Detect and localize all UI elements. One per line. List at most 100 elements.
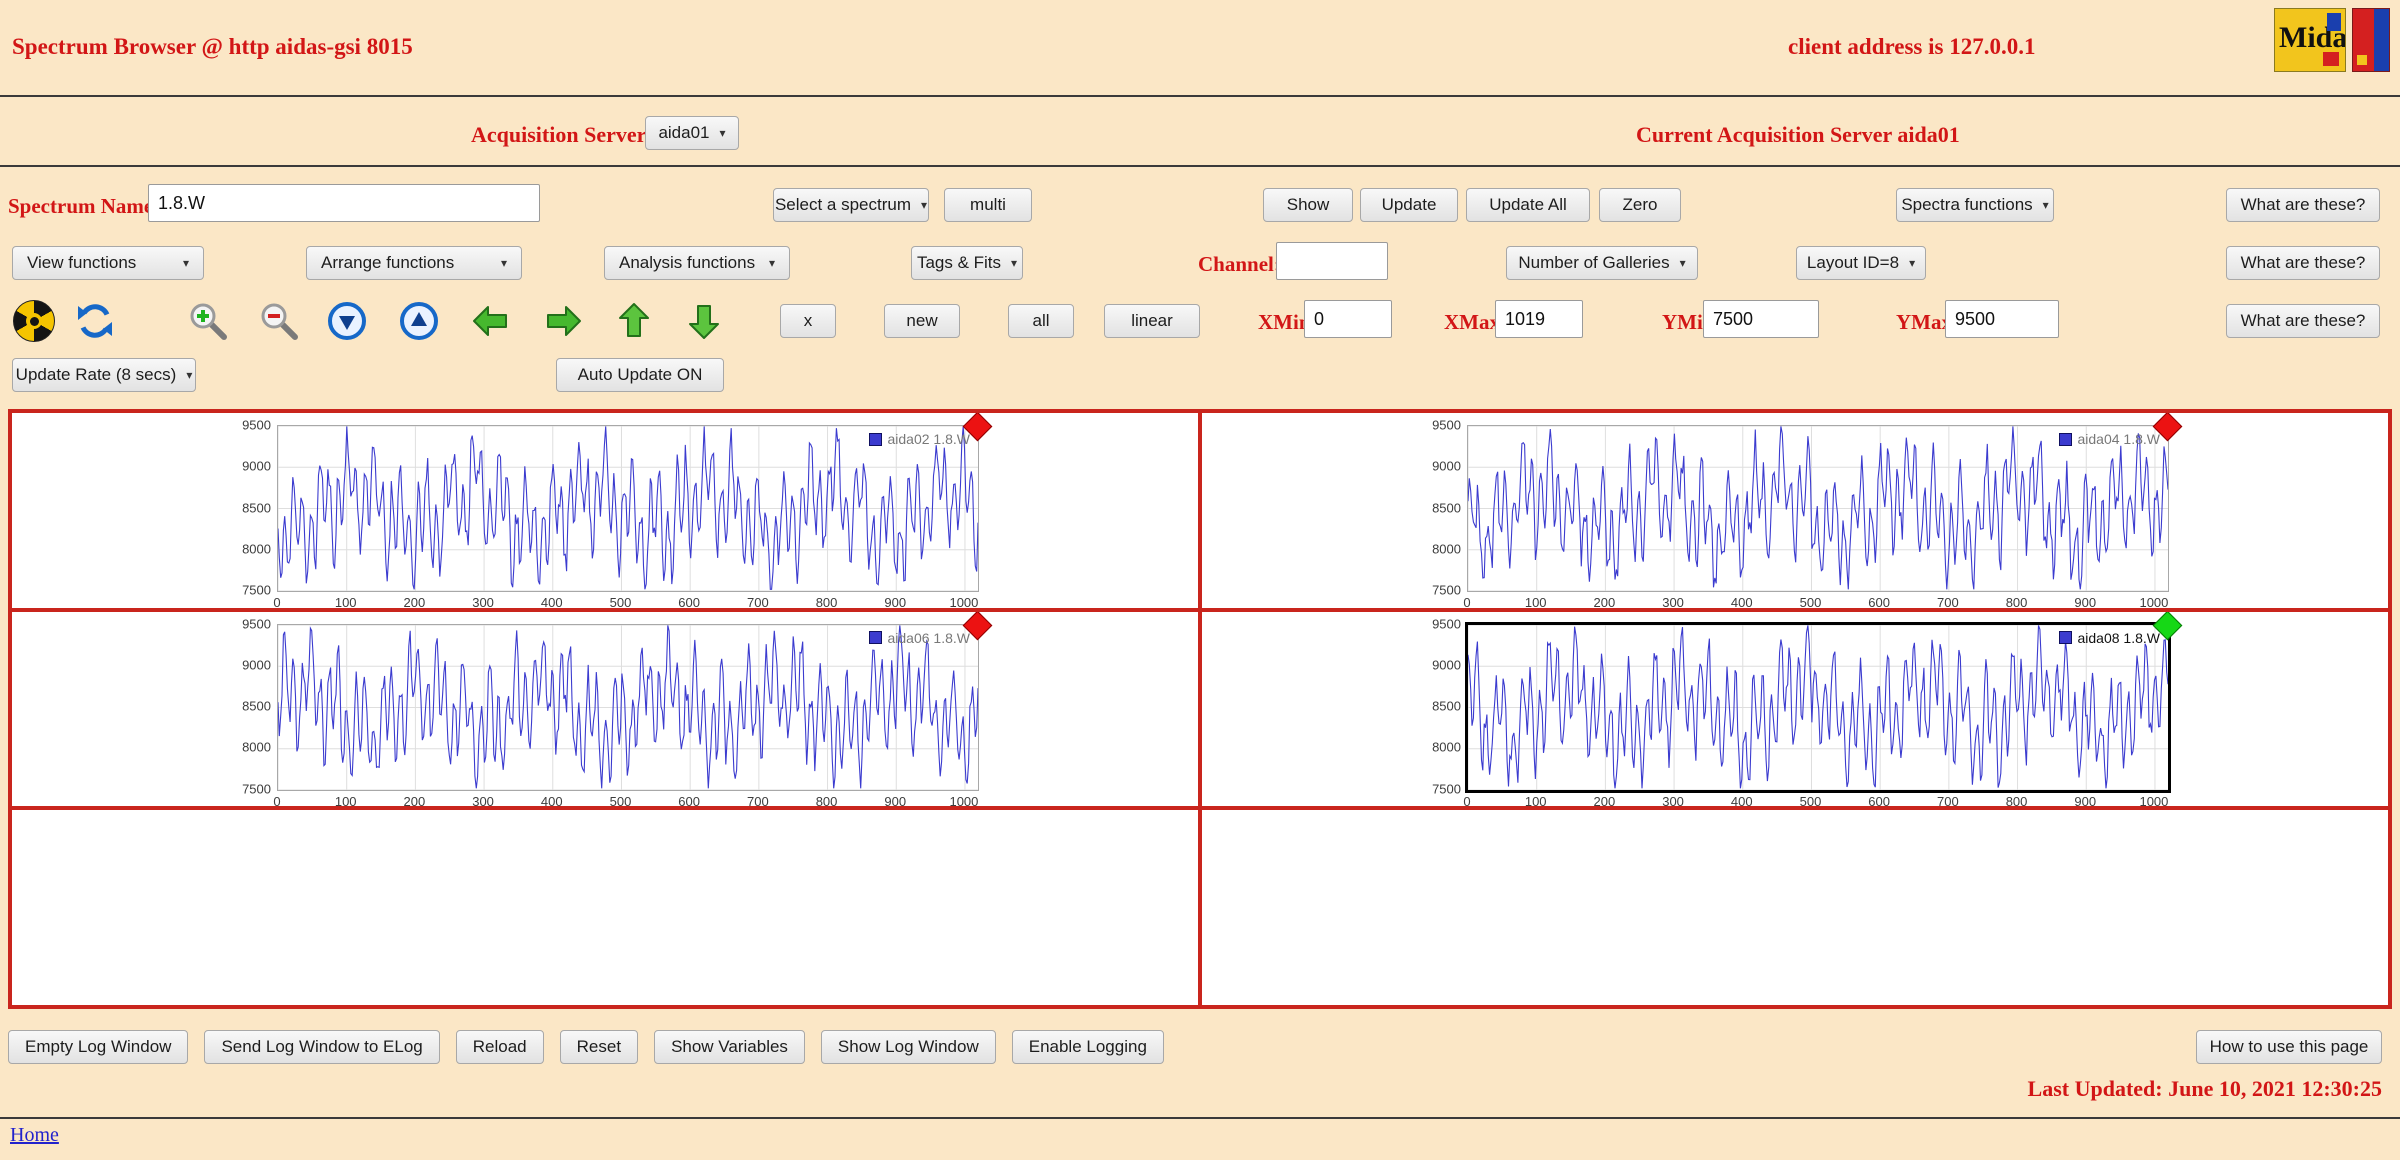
update-rate-label: Update Rate (8 secs): [15, 365, 177, 384]
zoom-in-icon[interactable]: [187, 300, 229, 342]
acquisition-server-select[interactable]: aida01 ▾: [645, 116, 739, 150]
channel-label: Channel:: [1198, 252, 1281, 276]
show-button[interactable]: Show: [1263, 188, 1353, 222]
tags-fits-label: Tags & Fits: [916, 253, 1002, 272]
x-axis-labels: 0 100 200 300 400 500 600 700 800 900 1000: [1463, 793, 2169, 809]
chevron-down-icon: ▾: [719, 126, 726, 140]
gallery-cell-3[interactable]: 7500 8000 8500 9000 9500 aida06 1.8.W 0 100 200 3…: [10, 609, 1200, 809]
empty-log-window-button[interactable]: Empty Log Window: [8, 1030, 189, 1064]
plot-area[interactable]: aida08 1.8.W: [1465, 611, 2183, 793]
gallery-cell-1[interactable]: 7500 8000 8500 9000 9500 aida02 1.8.W 0 100 200 3…: [10, 411, 1200, 610]
current-acquisition-server: Current Acquisition Server aida01: [1636, 122, 1960, 147]
channel-input[interactable]: [1276, 242, 1388, 280]
update-all-button[interactable]: Update All: [1466, 188, 1590, 222]
footer-divider: [0, 1117, 2400, 1119]
update-button[interactable]: Update: [1360, 188, 1458, 222]
arrange-functions-dropdown[interactable]: Arrange functions ▾: [306, 246, 522, 280]
legend-swatch: [2058, 432, 2072, 446]
header-divider: [0, 95, 2400, 97]
spectrum-chart[interactable]: 7500 8000 8500 9000 9500 aida02 1.8.W 0 100 200 3…: [231, 412, 993, 608]
chevron-down-icon: ▾: [182, 256, 189, 270]
number-of-galleries-label: Number of Galleries: [1518, 253, 1670, 272]
analysis-functions-dropdown[interactable]: Analysis functions ▾: [604, 246, 790, 280]
client-address: client address is 127.0.0.1: [1788, 34, 2036, 59]
layout-id-dropdown[interactable]: Layout ID=8 ▾: [1796, 246, 1926, 280]
linear-button[interactable]: linear: [1104, 304, 1200, 338]
xmin-label: XMin: [1258, 310, 1311, 334]
xmax-input[interactable]: [1495, 300, 1583, 338]
update-rate-dropdown[interactable]: Update Rate (8 secs) ▾: [12, 358, 196, 392]
scroll-up-icon[interactable]: [398, 300, 440, 342]
arrow-up-icon[interactable]: [613, 300, 655, 342]
send-log-window-to-elog-button[interactable]: Send Log Window to ELog: [204, 1030, 440, 1064]
legend-text: aida02 1.8.W: [887, 431, 971, 447]
select-spectrum-dropdown[interactable]: Select a spectrum ▾: [773, 188, 929, 222]
x-button[interactable]: x: [780, 304, 836, 338]
what-are-these-button-2[interactable]: What are these?: [2226, 246, 2380, 280]
show-variables-button[interactable]: Show Variables: [654, 1030, 805, 1064]
view-functions-dropdown[interactable]: View functions ▾: [12, 246, 204, 280]
reload-button[interactable]: Reload: [455, 1030, 544, 1064]
what-are-these-button-3[interactable]: What are these?: [2226, 304, 2380, 338]
acquisition-servers-label: Acquisition Servers: [471, 122, 655, 147]
xmin-input[interactable]: [1304, 300, 1392, 338]
analysis-functions-label: Analysis functions: [619, 253, 756, 272]
zoom-out-icon[interactable]: [258, 300, 300, 342]
y-axis-labels: 7500 8000 8500 9000 9500: [1432, 417, 1461, 598]
multi-button[interactable]: multi: [944, 188, 1032, 222]
chevron-down-icon: ▾: [186, 368, 193, 382]
spectra-functions-label: Spectra functions: [1901, 195, 2033, 214]
spectra-functions-dropdown[interactable]: Spectra functions ▾: [1896, 188, 2054, 222]
midas-logo-accent: [2323, 52, 2339, 66]
chevron-down-icon: ▾: [1679, 256, 1686, 270]
y-axis-labels: 7500 8000 8500 9000 9500: [1432, 616, 1461, 797]
spectrum-name-input[interactable]: [148, 184, 540, 222]
chevron-down-icon: ▾: [1011, 256, 1018, 270]
page-title: Spectrum Browser @ http aidas-gsi 8015: [12, 34, 413, 59]
arrow-right-icon[interactable]: [542, 300, 584, 342]
legend-swatch: [2058, 631, 2072, 645]
show-log-window-button[interactable]: Show Log Window: [820, 1030, 996, 1064]
plot-area[interactable]: aida02 1.8.W: [277, 412, 993, 592]
scroll-down-icon[interactable]: [326, 300, 368, 342]
auto-update-button[interactable]: Auto Update ON: [556, 358, 724, 392]
gallery-cell-2[interactable]: 7500 8000 8500 9000 9500 aida04 1.8.W 0 100 200 3…: [1200, 411, 2390, 610]
arrow-left-icon[interactable]: [470, 300, 512, 342]
all-button[interactable]: all: [1008, 304, 1074, 338]
zero-button[interactable]: Zero: [1599, 188, 1681, 222]
legend-text: aida08 1.8.W: [2077, 629, 2161, 646]
fair-logo-accent: [2357, 55, 2367, 65]
spectrum-chart[interactable]: 7500 8000 8500 9000 9500 aida04 1.8.W 0 100 200 3…: [1421, 412, 2183, 608]
new-button[interactable]: new: [884, 304, 960, 338]
gallery-cell-4[interactable]: 7500 8000 8500 9000 9500 aida08 1.8.W 0 100 200 3…: [1200, 609, 2390, 809]
gallery-cell-5-empty[interactable]: [10, 808, 1200, 1007]
number-of-galleries-dropdown[interactable]: Number of Galleries ▾: [1506, 246, 1698, 280]
midas-logo-crest: [2327, 13, 2341, 31]
spectrum-chart[interactable]: 7500 8000 8500 9000 9500 aida08 1.8.W 0 100 200 3…: [1421, 611, 2183, 809]
arrange-functions-label: Arrange functions: [321, 253, 455, 272]
reset-button[interactable]: Reset: [559, 1030, 639, 1064]
what-are-these-button-1[interactable]: What are these?: [2226, 188, 2380, 222]
fair-logo: [2352, 8, 2390, 72]
how-to-use-this-page-button[interactable]: How to use this page: [2196, 1030, 2382, 1064]
ymax-input[interactable]: [1945, 300, 2059, 338]
chevron-down-icon: ▾: [1909, 256, 1916, 270]
home-link[interactable]: Home: [10, 1124, 59, 1146]
plot-area[interactable]: aida06 1.8.W: [277, 611, 993, 791]
chevron-down-icon: ▾: [500, 256, 507, 270]
refresh-icon[interactable]: [74, 300, 116, 342]
arrow-down-icon[interactable]: [683, 300, 725, 342]
layout-id-label: Layout ID=8: [1806, 253, 1900, 272]
chevron-down-icon: ▾: [921, 198, 928, 212]
plot-area[interactable]: aida04 1.8.W: [1467, 412, 2183, 592]
enable-logging-button[interactable]: Enable Logging: [1011, 1030, 1164, 1064]
radiation-icon[interactable]: [13, 300, 55, 342]
spectrum-gallery-grid: 7500 8000 8500 9000 9500 aida02 1.8.W 0 100 200 3…: [8, 409, 2392, 1009]
ymin-input[interactable]: [1703, 300, 1819, 338]
gallery-cell-6-empty[interactable]: [1200, 808, 2390, 1007]
select-spectrum-label: Select a spectrum: [774, 195, 912, 214]
legend-text: aida04 1.8.W: [2077, 431, 2161, 447]
log-controls: Empty Log Window Send Log Window to ELog…: [8, 1030, 1164, 1064]
spectrum-chart[interactable]: 7500 8000 8500 9000 9500 aida06 1.8.W 0 100 200 3…: [231, 611, 993, 806]
tags-fits-dropdown[interactable]: Tags & Fits ▾: [911, 246, 1023, 280]
